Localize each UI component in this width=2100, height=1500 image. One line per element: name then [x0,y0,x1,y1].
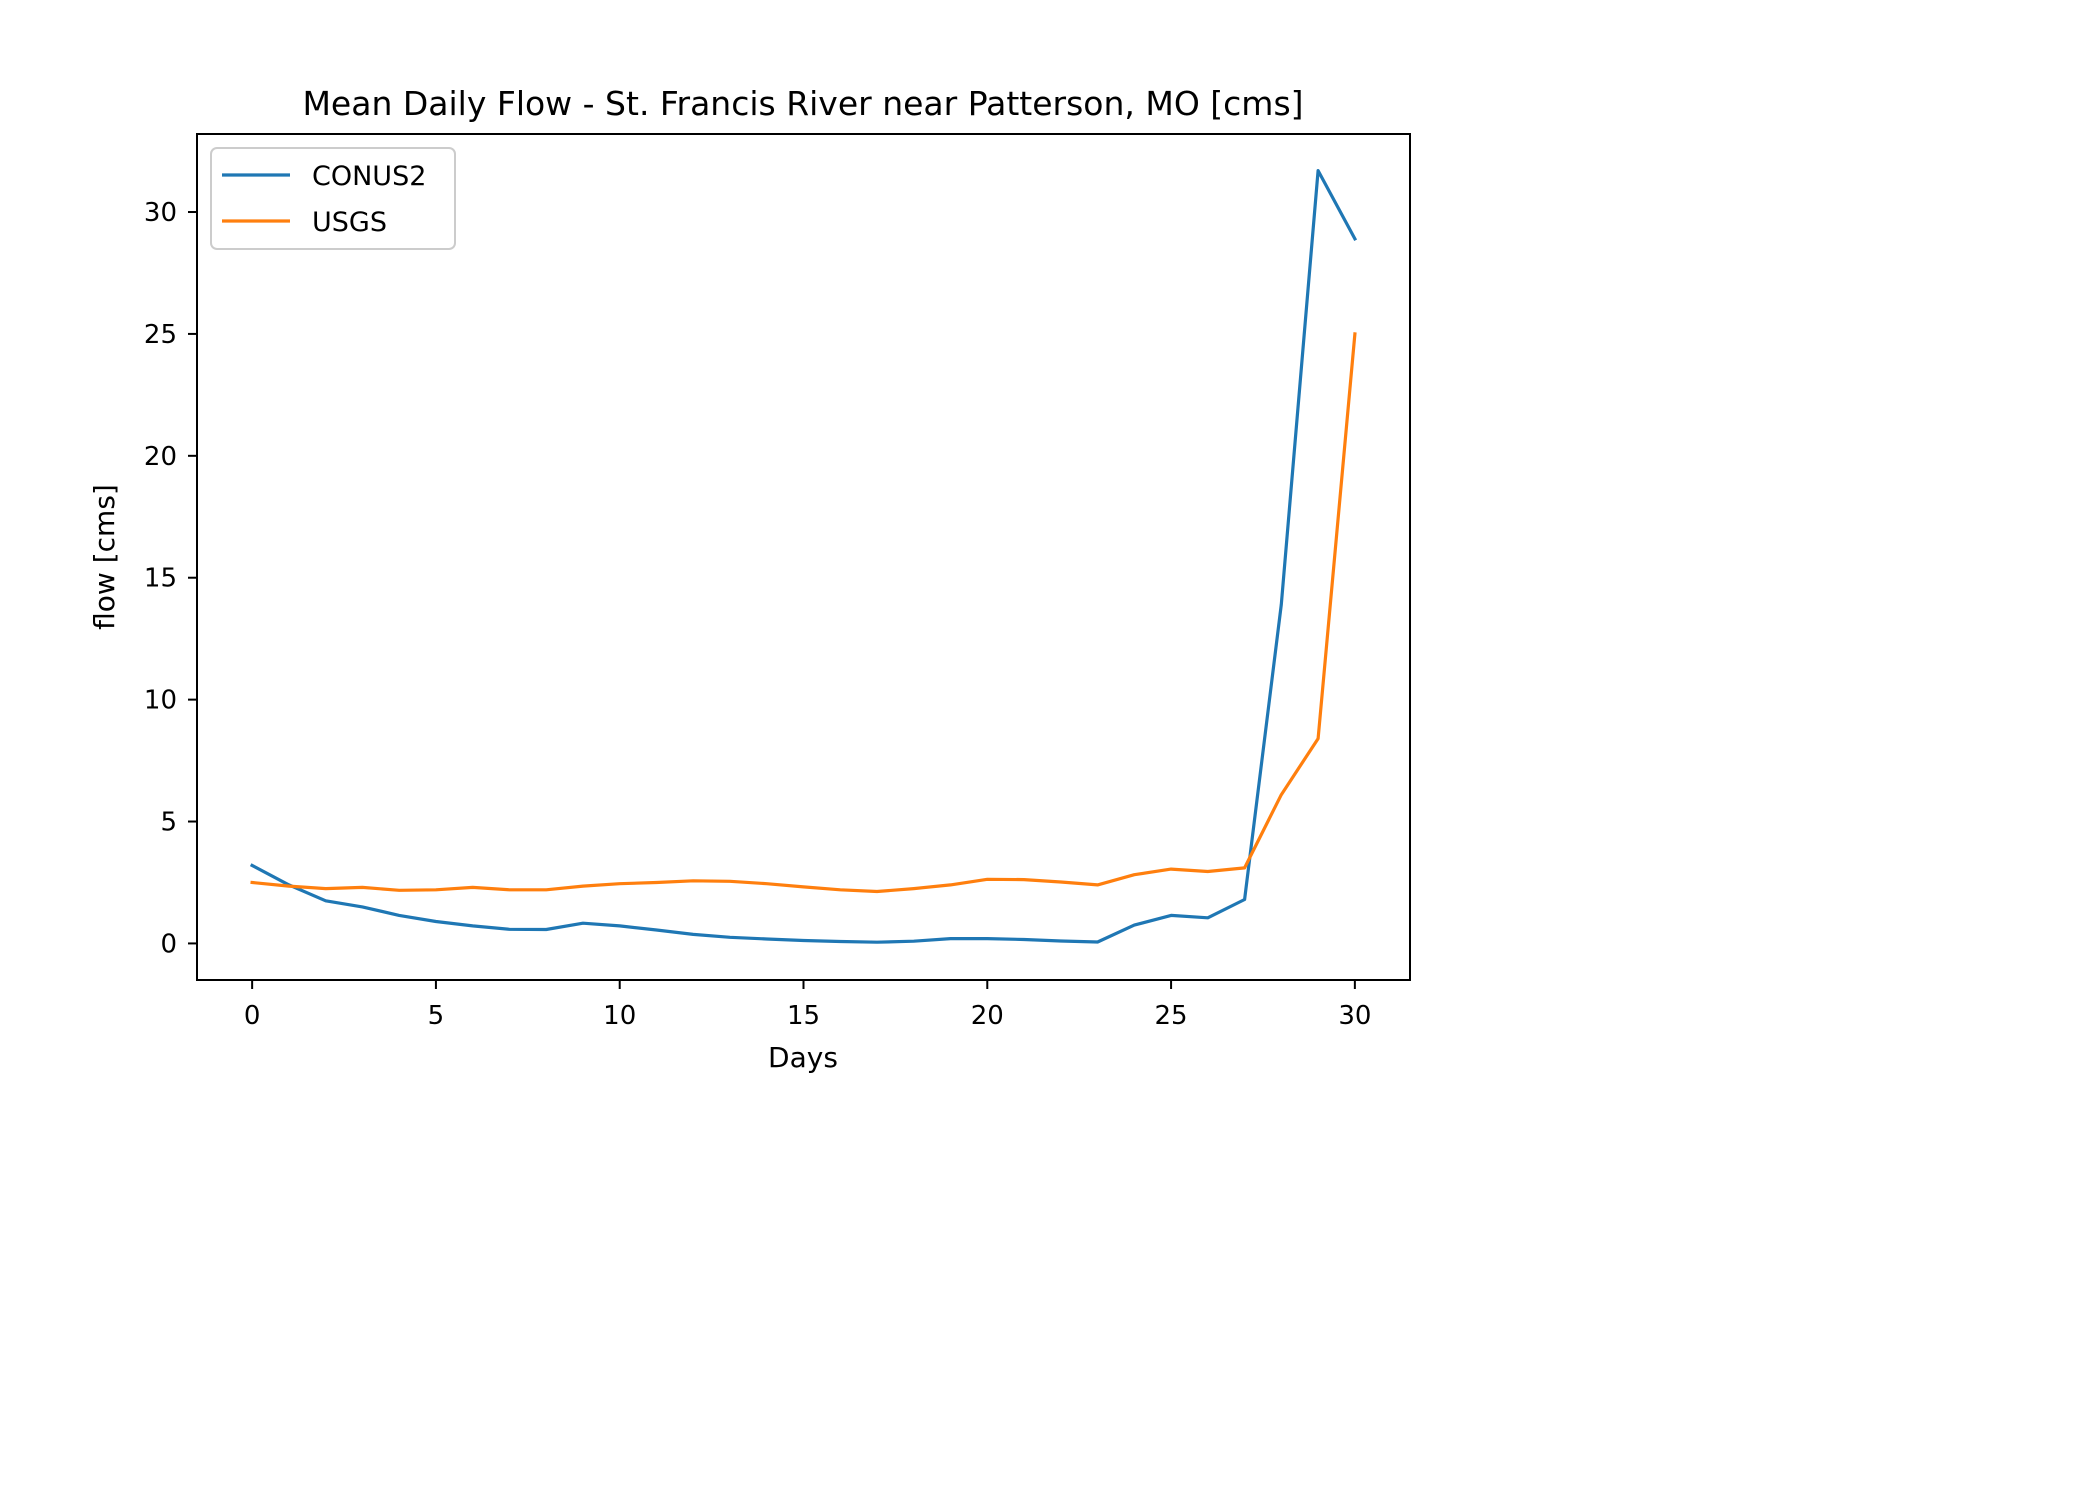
chart-page: Mean Daily Flow - St. Francis River near… [88,84,1411,1074]
x-tick-label: 15 [787,1001,820,1031]
x-tick-label: 20 [971,1001,1004,1031]
x-tick-label: 25 [1155,1001,1188,1031]
x-tick-label: 10 [603,1001,636,1031]
series-line-usgs [250,332,1357,894]
x-axis-label: Days [768,1041,838,1074]
chart-title: Mean Daily Flow - St. Francis River near… [302,84,1303,123]
legend-label-usgs: USGS [312,207,387,238]
x-axis-ticks: 0 5 10 15 20 25 30 [244,980,1371,1031]
y-tick-label: 5 [160,808,177,838]
x-tick-label: 0 [244,1001,261,1031]
y-tick-label: 10 [144,686,177,716]
series-line-conus2 [249,169,1358,944]
y-tick-label: 25 [144,320,177,350]
y-tick-label: 15 [144,564,177,594]
y-tick-label: 30 [144,198,177,228]
line-chart: Mean Daily Flow - St. Francis River near… [88,84,1411,1074]
legend: CONUS2 USGS [210,147,456,250]
y-tick-label: 20 [144,442,177,472]
series-layer [249,169,1358,944]
y-tick-label: 0 [160,929,177,959]
y-axis-label: flow [cms] [88,484,121,630]
plot-area-frame [196,133,1411,981]
legend-label-conus2: CONUS2 [312,161,426,192]
legend-box [210,147,456,250]
x-tick-label: 5 [428,1001,445,1031]
x-tick-label: 30 [1338,1001,1371,1031]
y-axis-ticks: 0 5 10 15 20 25 30 [144,198,197,959]
